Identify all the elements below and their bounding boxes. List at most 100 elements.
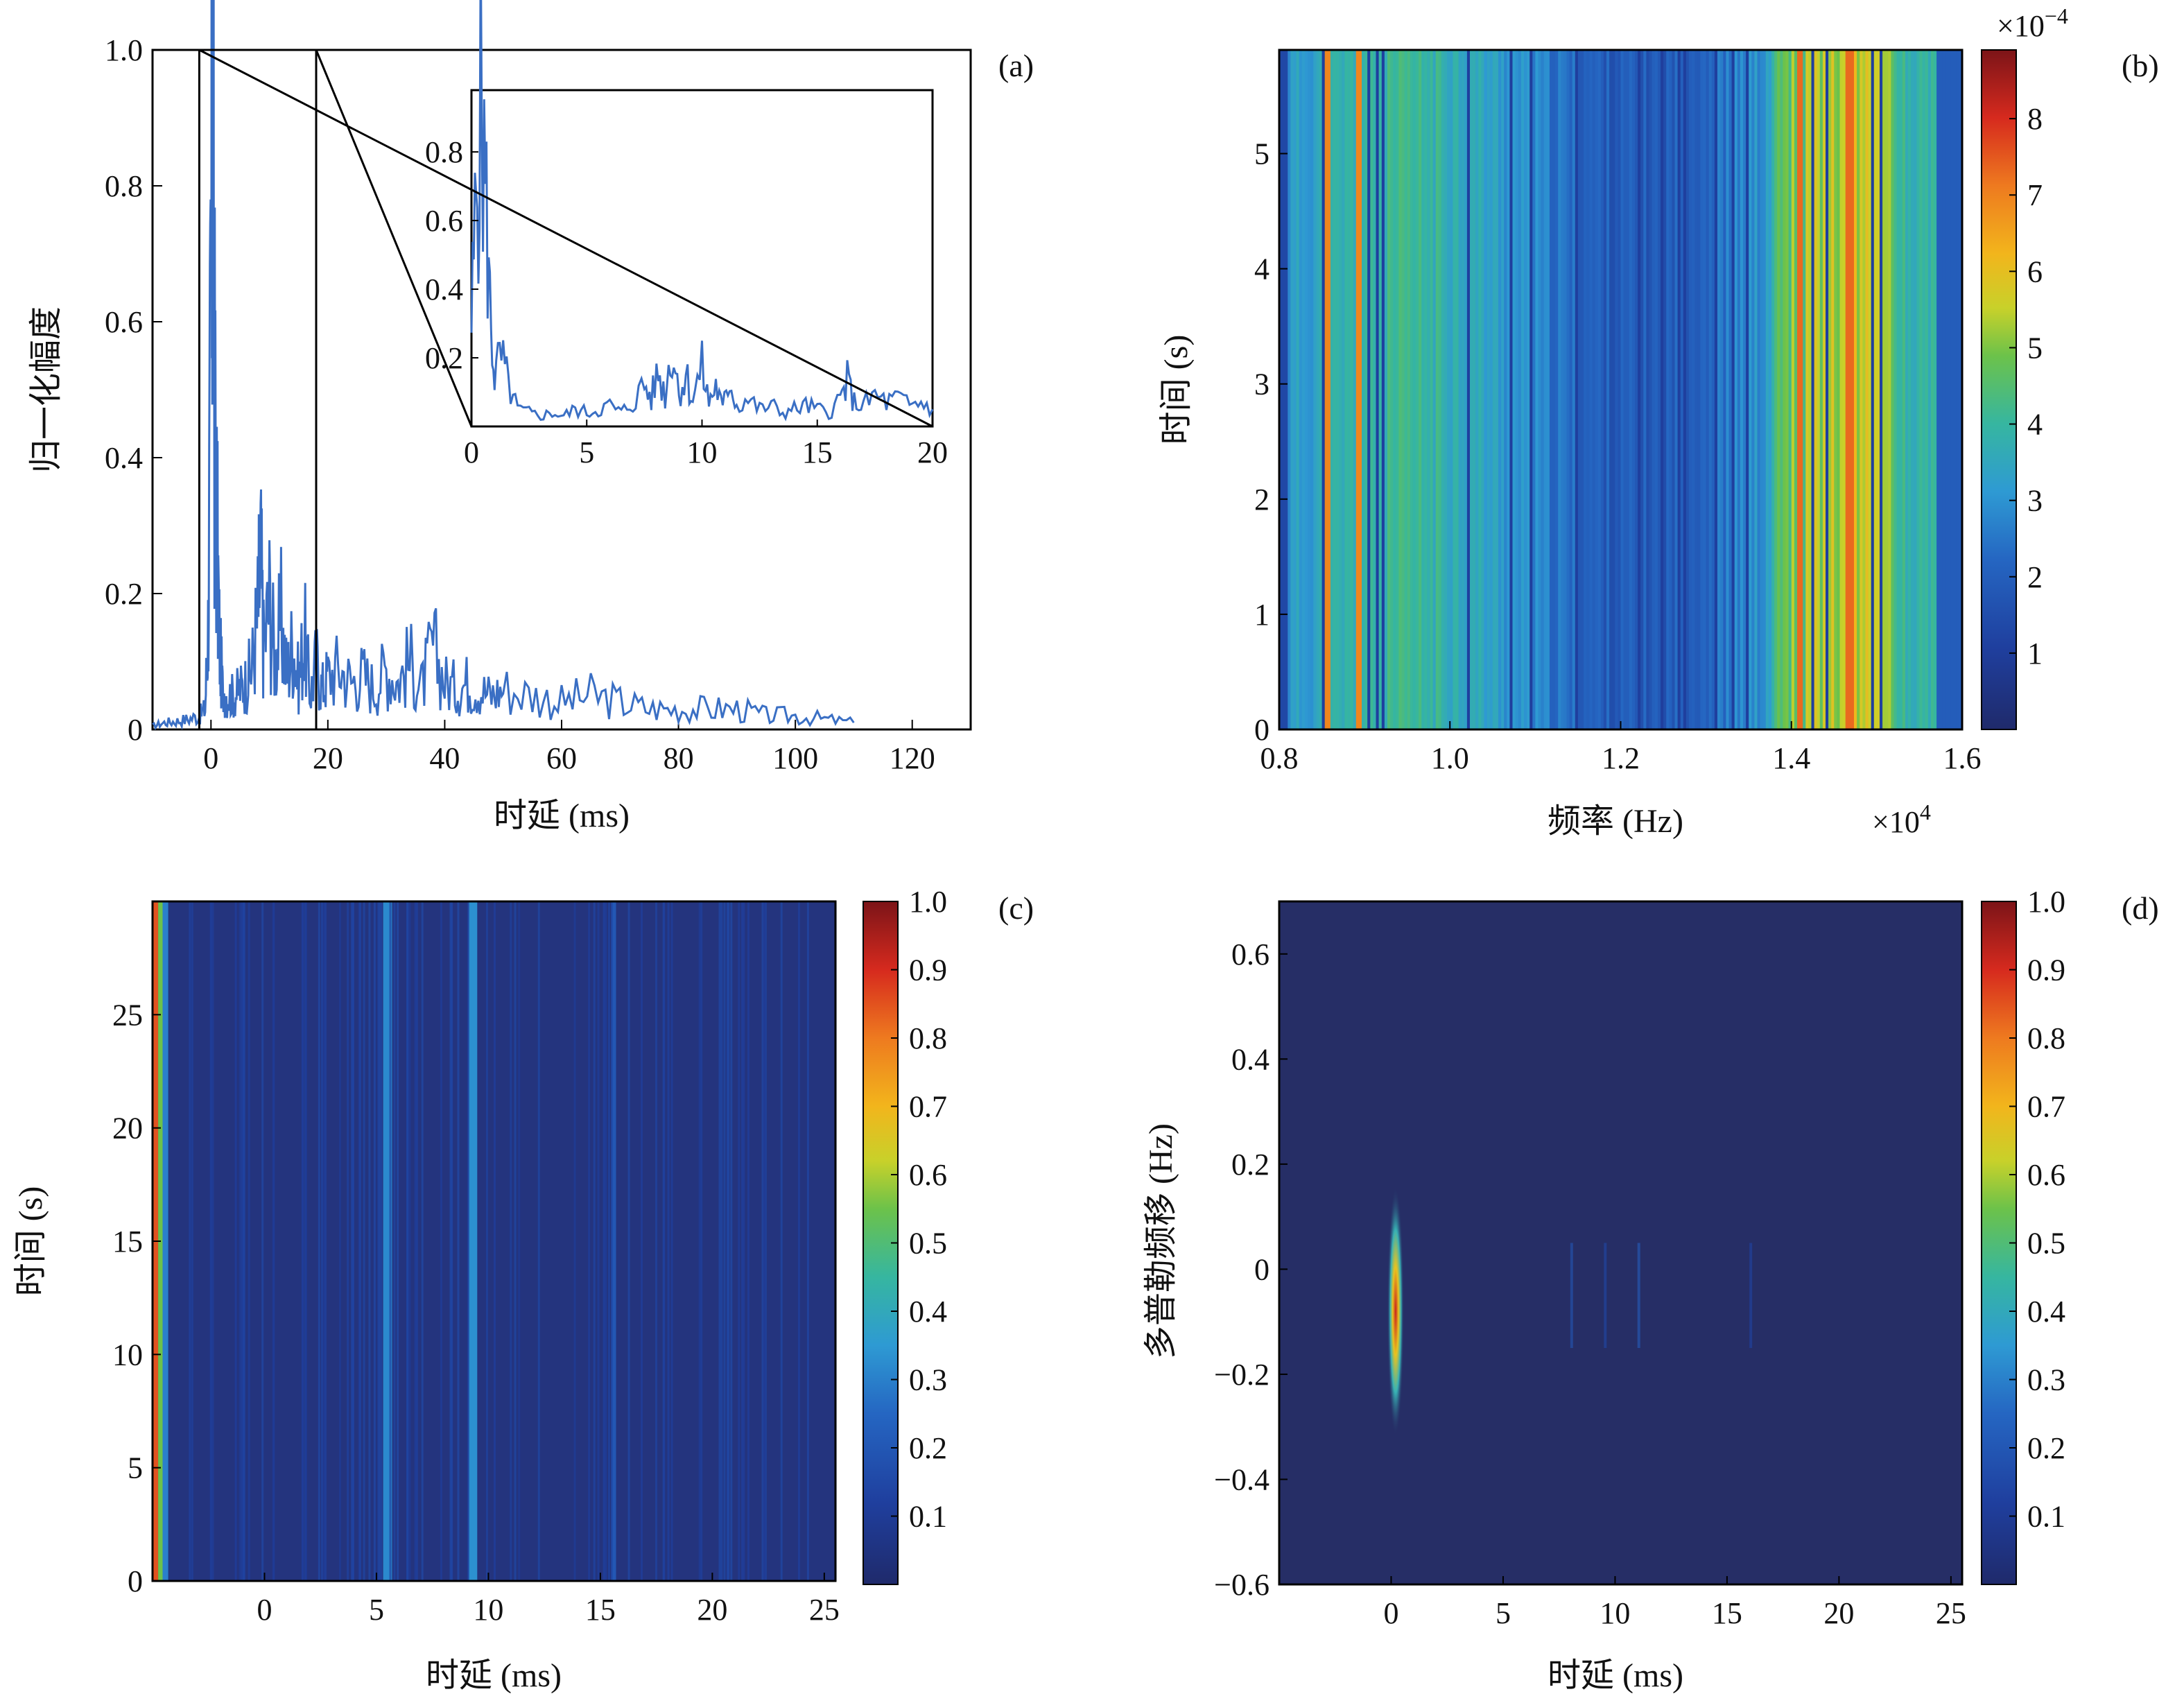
panel-b-heatmap-band [1501, 50, 1505, 729]
panel-b-heatmap-band [1885, 50, 1889, 729]
panel-b-heatmap-band [1899, 50, 1903, 729]
panel-b-heatmap-band [1410, 50, 1414, 729]
panel-b-heatmap-band [1313, 50, 1317, 729]
panel-b-x-label: 频率 (Hz) [1548, 803, 1683, 840]
panel-b-heatmap-band [1891, 50, 1895, 729]
panel-c-heatmap-streak [537, 901, 540, 1581]
panel-b-heatmap-band [1893, 50, 1898, 729]
panel-c-heatmap-streak [467, 901, 469, 1581]
panel-c-heatmap-streak [573, 901, 576, 1581]
panel-d-plot-background [1279, 901, 1962, 1584]
panel-a-x-tick-label: 20 [313, 741, 343, 775]
panel-c-heatmap-streak [698, 901, 701, 1581]
panel-b-heatmap-band [1364, 50, 1368, 729]
panel-b-y-tick-label: 1 [1254, 598, 1269, 632]
panel-c-heatmap-streak [764, 901, 767, 1581]
panel-b-heatmap-band [1316, 50, 1320, 729]
panel-d-y-tick-label: −0.2 [1214, 1358, 1269, 1392]
panel-b-heatmap-band [1914, 50, 1917, 729]
panel-c-heatmap-streak [806, 901, 809, 1581]
panel-b-heatmap-band [1518, 50, 1522, 729]
panel-b-heatmap-band [1498, 50, 1502, 729]
panel-b-heatmap-band [1489, 50, 1493, 729]
panel-c-y-tick-label: 25 [112, 998, 143, 1032]
panel-b-heatmap-band [1626, 50, 1630, 729]
panel-b-heatmap-band [1572, 50, 1576, 729]
panel-c-colorbar-tick-label: 0.9 [909, 953, 947, 987]
panel-d-colorbar-tick-label: 0.6 [2027, 1158, 2065, 1192]
panel-b-heatmap-band [1288, 50, 1291, 729]
panel-b-heatmap-band [1600, 50, 1604, 729]
panel-b-heatmap-band [1669, 50, 1672, 729]
panel-c-heatmap-streak [518, 901, 521, 1581]
panel-c-heatmap-streak [741, 901, 743, 1581]
panel-d-x-tick-label: 0 [1383, 1596, 1398, 1630]
panel-b-heatmap-band [1927, 50, 1932, 729]
panel-b-y-tick-label: 2 [1254, 483, 1269, 517]
panel-d-y-tick-label: −0.4 [1214, 1462, 1269, 1496]
panel-c-heatmap-streak [261, 901, 264, 1581]
panel-c-heatmap-streak [359, 901, 361, 1581]
panel-c-heatmap-streak [305, 901, 307, 1581]
panel-c-heatmap-streak [234, 901, 237, 1581]
panel-c-heatmap-streak [321, 901, 323, 1581]
panel-b-x-tick-label: 1.2 [1602, 741, 1640, 775]
panel-b-heatmap-band [1612, 50, 1615, 729]
panel-b-heatmap-band [1586, 50, 1590, 729]
panel-b-heatmap-band [1279, 50, 1283, 729]
panel-b-y-label: 时间 (s) [1158, 335, 1195, 445]
panel-b-heatmap-band [1635, 50, 1638, 729]
panel-c-heatmap-streak [747, 901, 749, 1581]
panel-c-heatmap-streak [641, 901, 643, 1581]
panel-b-heatmap-band [1706, 50, 1710, 729]
panel-b-heatmap-band [1532, 50, 1536, 729]
panel-a-inset-line-series [470, 0, 934, 422]
panel-b-colorbar-tick-label: 2 [2027, 560, 2043, 594]
panel-c-heatmap-streak [700, 901, 703, 1581]
panel-c-heatmap-streak [655, 901, 657, 1581]
panel-b-heatmap-band [1353, 50, 1357, 729]
panel-b-heatmap-band [1393, 50, 1396, 729]
panel-b-heatmap-band [1808, 50, 1812, 729]
panel-b-heatmap-band [1367, 50, 1371, 729]
panel-b-heatmap-band [1373, 50, 1377, 729]
panel-a-zoom-box [198, 49, 318, 731]
panel-b-heatmap-band [1814, 50, 1818, 729]
panel-b-heatmap-band [1584, 50, 1587, 729]
panel-c-heatmap-band [612, 901, 616, 1581]
panel-b-y-tick-label: 3 [1254, 368, 1269, 401]
panel-b-colorbar-tick-label: 3 [2027, 484, 2043, 518]
panel-c-heatmap-streak [723, 901, 726, 1581]
panel-c-heatmap-streak [368, 901, 371, 1581]
panel-b-heatmap-band [1657, 50, 1661, 729]
panel-d-y-tick-label: 0 [1254, 1252, 1269, 1286]
panel-b-heatmap-band [1666, 50, 1670, 729]
panel-c-heatmap-streak [322, 901, 325, 1581]
panel-c-heatmap-streak [611, 901, 613, 1581]
panel-b-heatmap-band [1695, 50, 1698, 729]
panel-b-heatmap-band [1762, 50, 1767, 729]
panel-b-heatmap-band [1407, 50, 1411, 729]
panel-b-heatmap-band [1734, 50, 1738, 729]
panel-a-inset-x-tick-label: 10 [687, 435, 718, 469]
panel-b-heatmap-band [1723, 50, 1726, 729]
panel-c-heatmap-streak [761, 901, 764, 1581]
panel-b-heatmap-band [1726, 50, 1730, 729]
panel-b-heatmap-band [1783, 50, 1787, 729]
panel-c-colorbar-tick-label: 0.1 [909, 1500, 947, 1534]
panel-b-heatmap-band [1566, 50, 1570, 729]
panel-b-heatmap-band [1803, 50, 1806, 729]
panel-b-heatmap-band [1720, 50, 1724, 729]
panel-b-heatmap-band [1685, 50, 1690, 729]
panel-b-colorbar-tick-label: 5 [2027, 331, 2043, 365]
panel-b-heatmap-band [1819, 50, 1823, 729]
panel-b-heatmap-band [1470, 50, 1473, 729]
panel-d-heatmap [1387, 1186, 1753, 1436]
panel-d-x-tick-label: 15 [1712, 1596, 1742, 1630]
panel-c-heatmap-streak [670, 901, 673, 1581]
panel-b-heatmap-band [1546, 50, 1550, 729]
panel-c-heatmap [153, 901, 837, 1581]
panel-b-heatmap-band [1453, 50, 1457, 729]
panel-b-heatmap-band [1922, 50, 1926, 729]
panel-c-heatmap-streak [301, 901, 304, 1581]
